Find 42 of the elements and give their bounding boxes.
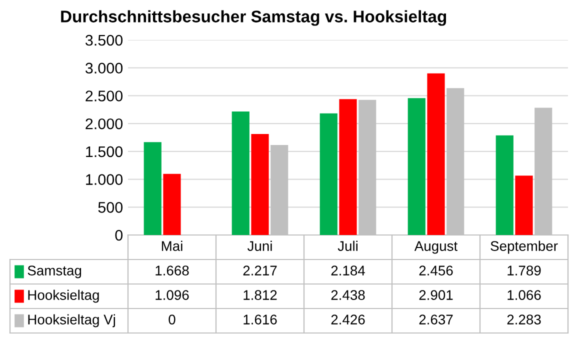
legend-label: Hooksieltag Vj bbox=[28, 314, 116, 328]
x-tick-label: September bbox=[490, 240, 558, 254]
y-tick-label: 1.500 bbox=[86, 146, 123, 158]
chart-title: Durchschnittsbesucher Samstag vs. Hooksieltag bbox=[61, 10, 446, 26]
y-tick-label: 2.000 bbox=[86, 118, 123, 130]
data-label: 1.789 bbox=[508, 266, 541, 276]
y-tick-label: 3.000 bbox=[85, 62, 123, 74]
legend-label: Samstag bbox=[28, 266, 82, 278]
legend-label: Hooksieltag bbox=[28, 290, 99, 303]
x-tick-label: Juni bbox=[247, 240, 272, 251]
data-label: 2.637 bbox=[419, 314, 453, 324]
x-tick-label: Mai bbox=[162, 240, 182, 251]
data-label: 2.438 bbox=[331, 290, 365, 300]
data-label: 1.812 bbox=[244, 290, 277, 300]
data-label: 0 bbox=[168, 314, 176, 324]
data-label: 2.217 bbox=[243, 266, 277, 276]
bar bbox=[320, 113, 338, 235]
data-label: 1.616 bbox=[244, 314, 277, 324]
data-label: 1.096 bbox=[156, 290, 189, 300]
data-label: 1.066 bbox=[508, 290, 541, 300]
bar bbox=[232, 111, 250, 235]
data-label: 2.456 bbox=[419, 266, 453, 276]
bar bbox=[339, 99, 357, 235]
y-tick-label: 1.000 bbox=[86, 174, 123, 185]
bar bbox=[496, 135, 514, 235]
data-label: 1.668 bbox=[156, 266, 189, 276]
data-label: 2.283 bbox=[507, 314, 541, 324]
bar bbox=[251, 134, 269, 235]
x-tick-label: August bbox=[414, 241, 458, 254]
x-tick-label: Juli bbox=[338, 240, 358, 251]
data-label: 2.426 bbox=[331, 314, 365, 324]
bar bbox=[408, 98, 426, 235]
y-tick-label: 2.500 bbox=[86, 90, 123, 102]
y-tick-label: 3.500 bbox=[85, 34, 123, 46]
bar bbox=[515, 176, 533, 235]
data-label: 2.184 bbox=[331, 266, 365, 276]
y-tick-label: 500 bbox=[98, 202, 123, 213]
bar bbox=[427, 73, 445, 235]
data-label: 2.901 bbox=[419, 290, 453, 300]
y-tick-label: 0 bbox=[115, 230, 123, 241]
bar bbox=[163, 174, 181, 235]
bar bbox=[144, 142, 162, 235]
